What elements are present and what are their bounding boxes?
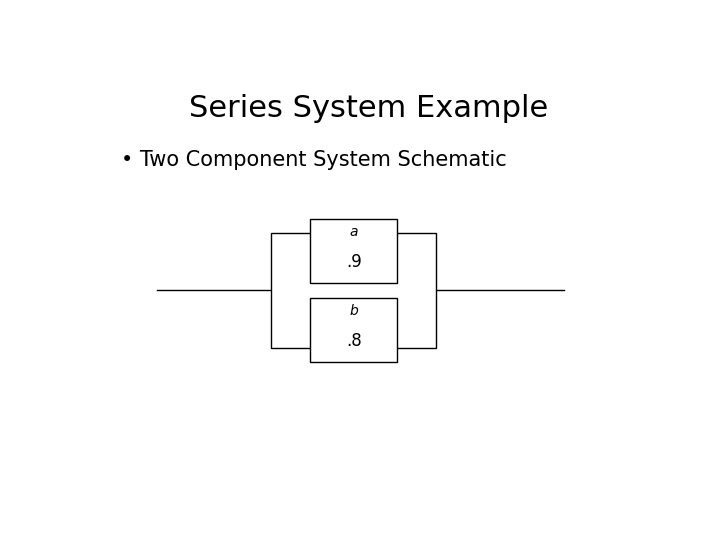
Text: .8: .8 — [346, 333, 361, 350]
Text: .9: .9 — [346, 253, 361, 272]
Text: b: b — [349, 303, 358, 318]
Text: a: a — [349, 225, 358, 239]
Bar — [271, 233, 436, 348]
Bar — [310, 298, 397, 362]
Bar — [310, 219, 397, 283]
Text: • Two Component System Schematic: • Two Component System Schematic — [121, 151, 506, 171]
Text: Series System Example: Series System Example — [189, 94, 549, 123]
